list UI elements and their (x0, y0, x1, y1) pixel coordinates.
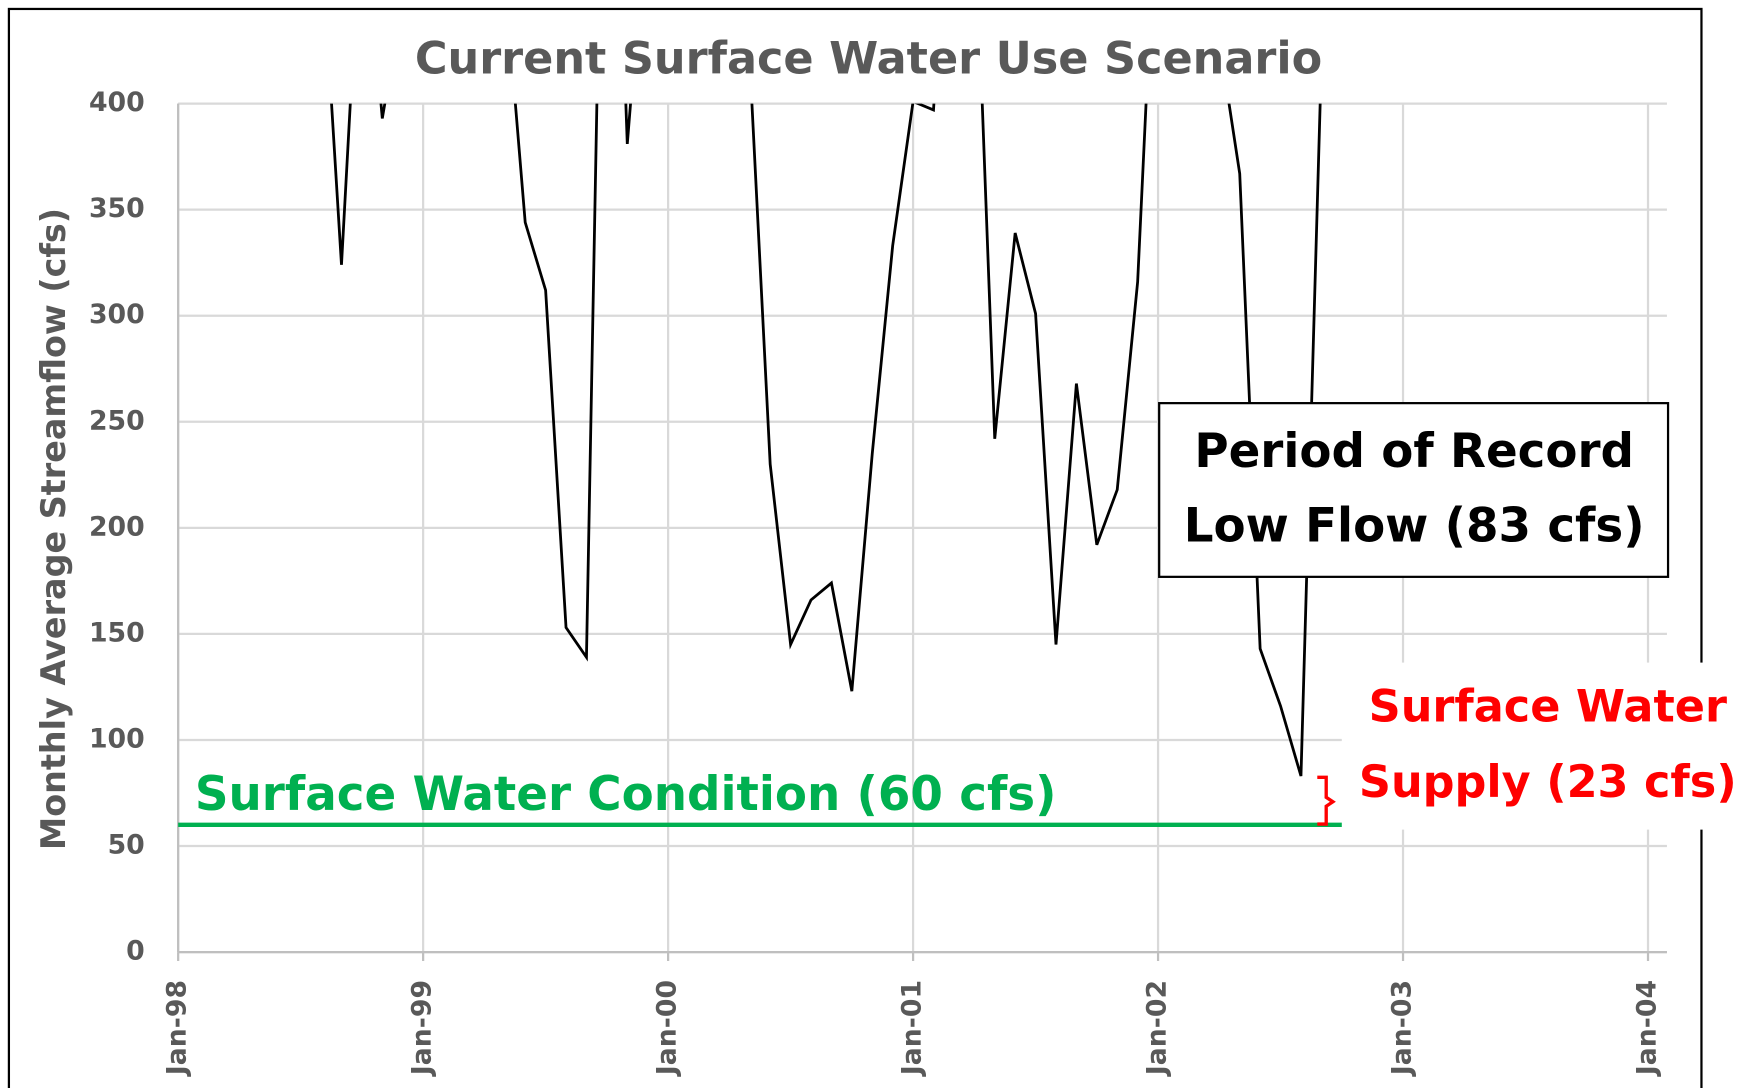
x-tick-label: Jan-04 (1632, 980, 1663, 1077)
annotation-text: Surface Water (1369, 680, 1727, 732)
y-tick-label: 250 (89, 405, 145, 436)
y-tick-label: 300 (89, 299, 145, 330)
x-tick-label: Jan-99 (407, 980, 438, 1077)
x-tick-label: Jan-00 (652, 980, 683, 1077)
x-tick-label: Jan-98 (162, 980, 193, 1077)
chart-title: Current Surface Water Use Scenario (415, 32, 1322, 84)
x-tick-label: Jan-02 (1142, 980, 1173, 1077)
y-tick-label: 50 (108, 830, 145, 861)
streamflow-line (330, 103, 1322, 777)
annotation-text: Period of Record (1194, 425, 1634, 479)
reference-label: Surface Water Condition (60 cfs) (195, 768, 1057, 822)
annotation-box (1158, 402, 1670, 578)
annotation-bg (1341, 662, 1746, 830)
x-tick-label: Jan-01 (897, 980, 928, 1077)
plot-area (330, 103, 1322, 777)
brace (1317, 775, 1336, 826)
annotation-text: Supply (23 cfs) (1359, 756, 1737, 808)
annotation-text: Low Flow (83 cfs) (1184, 499, 1645, 553)
y-tick-label: 200 (89, 511, 145, 542)
y-tick-label: 100 (89, 723, 145, 754)
y-tick-label: 400 (89, 87, 145, 118)
x-tick-label: Jan-03 (1387, 980, 1418, 1077)
y-tick-label: 350 (89, 193, 145, 224)
y-tick-label: 0 (126, 936, 145, 967)
y-tick-label: 150 (89, 617, 145, 648)
y-axis-label: Monthly Average Streamflow (cfs) (34, 208, 73, 850)
